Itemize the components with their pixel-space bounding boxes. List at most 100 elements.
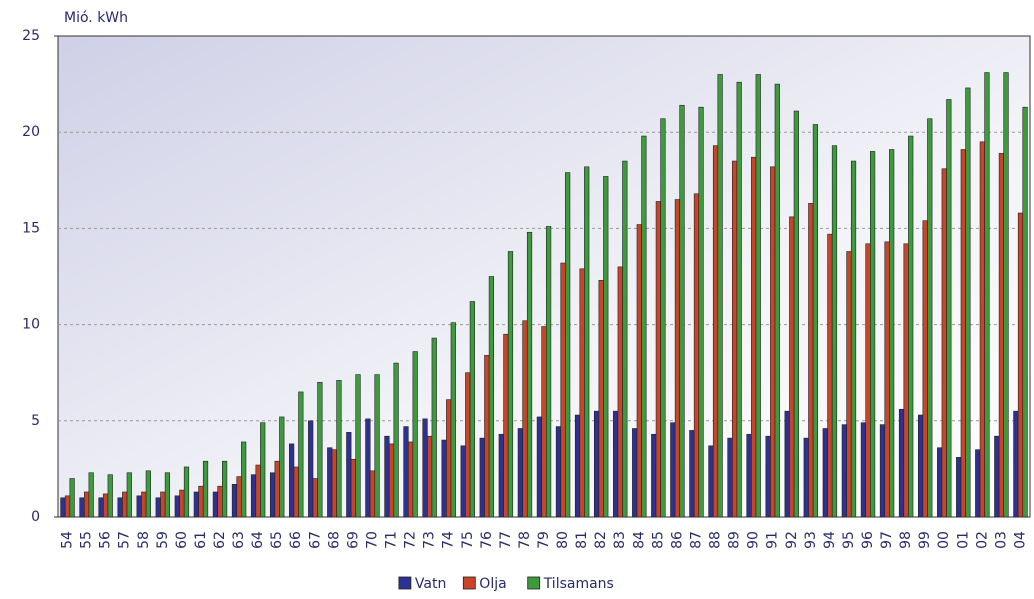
x-tick-label: 62 [212,531,228,549]
x-tick-label: 74 [441,531,457,549]
x-tick-label: 75 [460,531,476,549]
bar [560,262,566,518]
bar [446,399,452,518]
x-tick-label: 01 [955,531,971,549]
bar [956,457,962,518]
bar [117,497,123,518]
x-tick-label: 97 [879,531,895,549]
y-tick-label: 10 [22,317,40,333]
y-tick-label: 5 [31,413,40,429]
x-tick-label: 02 [974,531,990,549]
bar [479,437,485,518]
x-tick-label: 88 [708,531,724,549]
y-tick-label: 20 [22,124,40,140]
bar [384,435,390,518]
bar [998,153,1005,518]
legend-label: Tilsamans [543,576,614,592]
bar [808,203,814,518]
bar [827,233,833,518]
bar [979,141,985,518]
x-tick-label: 61 [193,531,209,549]
x-tick-label: 95 [841,531,857,549]
x-tick-label: 64 [250,531,266,549]
bar [403,426,409,518]
bar [822,428,828,518]
bar [222,460,228,518]
x-tick-label: 91 [765,531,781,549]
bar [636,224,642,518]
x-tick-label: 69 [345,531,361,549]
bar [236,476,242,518]
bar [350,458,357,518]
x-tick-label: 86 [669,531,685,549]
bar [1017,212,1024,518]
x-tick-label: 66 [288,531,304,549]
bar [145,470,151,518]
bar [789,216,795,518]
x-tick-label: 60 [174,531,190,549]
bar [488,276,495,518]
bar [879,424,886,518]
bar [803,437,809,518]
bar [812,124,819,518]
x-tick-label: 85 [650,531,666,549]
bar [541,326,547,518]
bar [231,483,238,518]
x-tick-label: 71 [384,531,400,549]
x-tick-label: 68 [326,531,342,549]
bar [689,430,695,518]
bar [160,491,166,518]
x-tick-label: 83 [612,531,628,549]
bar [255,464,261,518]
bar [736,81,742,518]
bar [712,145,719,518]
bar [407,441,414,518]
legend-swatch [398,576,412,590]
x-tick-label: 89 [727,531,743,549]
x-tick-label: 80 [555,531,571,549]
bar [555,426,562,518]
x-tick-label: 56 [98,531,114,549]
y-axis-label: Mió. kWh [64,10,128,26]
x-tick-label: 57 [117,531,133,549]
bar [427,435,433,518]
bar [598,280,604,518]
x-tick-label: 94 [822,531,838,549]
bar [517,428,523,518]
bar [1022,106,1028,518]
bar [164,472,171,518]
x-tick-label: 59 [155,531,171,549]
bar [327,447,333,518]
bar [774,83,780,518]
bar [269,472,276,518]
bar [388,443,395,518]
bar [674,199,681,518]
bar [841,424,847,518]
bar [193,491,199,518]
x-tick-label: 96 [860,531,876,549]
bar [622,160,628,518]
y-tick-label: 25 [22,28,40,44]
bar [698,106,704,518]
x-tick-label: 67 [307,531,323,549]
x-tick-label: 04 [1012,531,1028,549]
bar [365,418,371,518]
bar [64,495,71,518]
bar [498,433,504,518]
bar [202,460,209,518]
bar [770,166,776,518]
bar [755,74,761,518]
x-tick-label: 65 [269,531,285,549]
bar [574,414,581,518]
x-tick-label: 98 [898,531,914,549]
bar [708,445,714,518]
bar [869,151,876,518]
bar [141,491,147,518]
x-tick-label: 77 [498,531,514,549]
bar [312,478,318,518]
bar [293,466,299,518]
bar [507,251,514,518]
bar [289,443,295,518]
legend-swatch [462,576,476,590]
x-tick-label: 55 [79,531,95,549]
